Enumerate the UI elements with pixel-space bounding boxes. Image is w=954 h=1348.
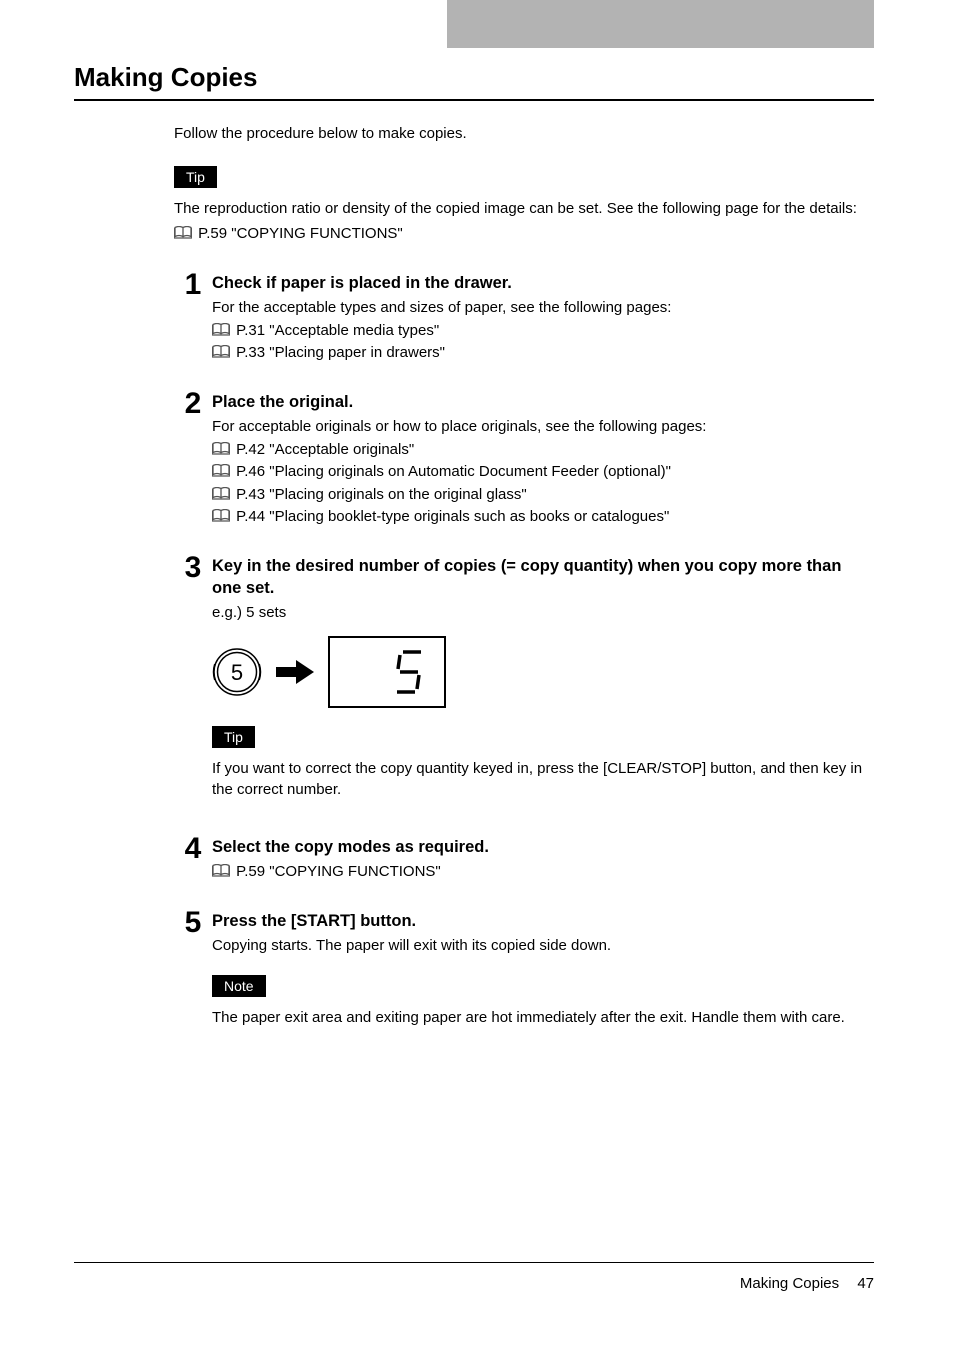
step-4: 4 Select the copy modes as required. P.5… <box>174 834 874 884</box>
step-number: 1 <box>174 270 212 300</box>
footer-rule <box>74 1262 874 1263</box>
ref-text: P.46 "Placing originals on Automatic Doc… <box>236 463 671 480</box>
step-title: Place the original. <box>212 391 874 413</box>
ref-text: P.43 "Placing originals on the original … <box>236 486 527 503</box>
book-icon <box>212 509 230 522</box>
book-icon <box>212 487 230 500</box>
step-5-note: Note The paper exit area and exiting pap… <box>212 975 874 1028</box>
book-icon <box>212 323 230 336</box>
page-content: Making Copies Follow the procedure below… <box>74 62 874 1032</box>
tip-ref: P.59 "COPYING FUNCTIONS" <box>174 223 874 246</box>
lcd-display <box>328 636 446 708</box>
keypad-digit: 5 <box>231 660 243 685</box>
ref-text: P.31 "Acceptable media types" <box>236 322 439 339</box>
lcd-digit-5 <box>394 648 426 696</box>
step-ref: P.33 "Placing paper in drawers" <box>212 342 874 365</box>
step-ref: P.46 "Placing originals on Automatic Doc… <box>212 461 874 484</box>
step-5: 5 Press the [START] button. Copying star… <box>174 908 874 1032</box>
keypad-button-icon: 5 <box>212 647 262 697</box>
title-rule <box>74 99 874 101</box>
book-icon <box>212 442 230 455</box>
ref-text: P.44 "Placing booklet-type originals suc… <box>236 508 669 525</box>
step-body: Place the original. For acceptable origi… <box>212 389 874 529</box>
step-2: 2 Place the original. For acceptable ori… <box>174 389 874 529</box>
step-body: Select the copy modes as required. P.59 … <box>212 834 874 884</box>
page-title: Making Copies <box>74 62 874 93</box>
step-3: 3 Key in the desired number of copies (=… <box>174 553 874 804</box>
step-number: 4 <box>174 834 212 864</box>
ref-text: P.33 "Placing paper in drawers" <box>236 344 445 361</box>
step-ref: P.43 "Placing originals on the original … <box>212 484 874 507</box>
step-title: Key in the desired number of copies (= c… <box>212 555 874 600</box>
step-ref: P.44 "Placing booklet-type originals suc… <box>212 506 874 529</box>
note-text: The paper exit area and exiting paper ar… <box>212 1007 874 1028</box>
keypad-illustration: 5 <box>212 636 874 708</box>
page-number: 47 <box>857 1275 874 1292</box>
step-ref: P.59 "COPYING FUNCTIONS" <box>212 861 874 884</box>
step-title: Select the copy modes as required. <box>212 836 874 858</box>
arrow-right-icon <box>276 658 314 686</box>
top-tip-block: Tip The reproduction ratio or density of… <box>174 166 874 246</box>
note-label: Note <box>212 975 266 997</box>
step-1: 1 Check if paper is placed in the drawer… <box>174 270 874 365</box>
step-body: Key in the desired number of copies (= c… <box>212 553 874 804</box>
step-example: e.g.) 5 sets <box>212 602 874 624</box>
step-number: 2 <box>174 389 212 419</box>
ref-text: P.59 "COPYING FUNCTIONS" <box>236 863 441 880</box>
tip-label: Tip <box>174 166 217 188</box>
step-text: For acceptable originals or how to place… <box>212 416 874 438</box>
intro-block: Follow the procedure below to make copie… <box>174 123 874 1032</box>
step-number: 3 <box>174 553 212 583</box>
step-ref: P.42 "Acceptable originals" <box>212 439 874 462</box>
step-body: Press the [START] button. Copying starts… <box>212 908 874 1032</box>
step-text: For the acceptable types and sizes of pa… <box>212 297 874 319</box>
step-ref: P.31 "Acceptable media types" <box>212 320 874 343</box>
ref-text: P.59 "COPYING FUNCTIONS" <box>198 225 403 242</box>
footer-label: Making Copies <box>740 1275 839 1292</box>
book-icon <box>212 864 230 877</box>
book-icon <box>212 464 230 477</box>
ref-text: P.42 "Acceptable originals" <box>236 441 414 458</box>
step-body: Check if paper is placed in the drawer. … <box>212 270 874 365</box>
header-shaded-bar <box>447 0 874 48</box>
tip-label: Tip <box>212 726 255 748</box>
footer-text: Making Copies 47 <box>74 1275 874 1292</box>
book-icon <box>212 345 230 358</box>
step-number: 5 <box>174 908 212 938</box>
step-title: Press the [START] button. <box>212 910 874 932</box>
tip-text: If you want to correct the copy quantity… <box>212 758 874 800</box>
step-title: Check if paper is placed in the drawer. <box>212 272 874 294</box>
intro-text: Follow the procedure below to make copie… <box>174 123 874 144</box>
step-text: Copying starts. The paper will exit with… <box>212 935 874 957</box>
page-footer: Making Copies 47 <box>74 1262 874 1292</box>
book-icon <box>174 226 192 239</box>
tip-text: The reproduction ratio or density of the… <box>174 198 874 219</box>
step-3-tip: Tip If you want to correct the copy quan… <box>212 726 874 800</box>
